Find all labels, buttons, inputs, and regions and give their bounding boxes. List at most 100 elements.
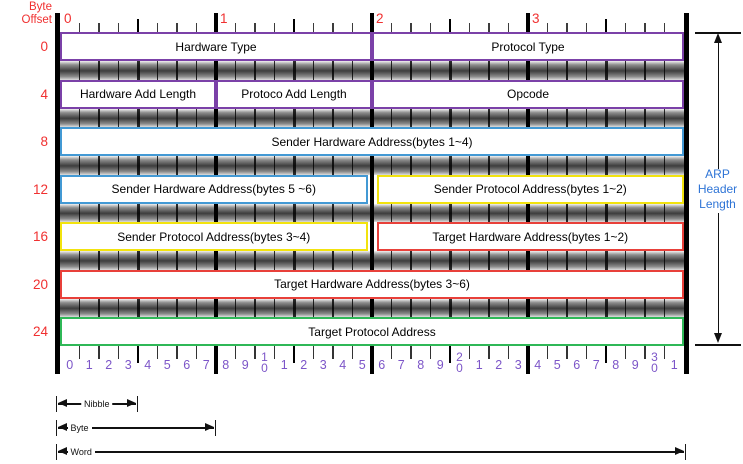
separator-tick bbox=[468, 251, 471, 270]
separator-tick bbox=[488, 108, 490, 127]
bit-number: 9 bbox=[631, 358, 639, 372]
separator-tick bbox=[176, 298, 178, 317]
separator-tick bbox=[312, 61, 315, 80]
separator-tick bbox=[488, 156, 490, 175]
ruler-tick bbox=[507, 23, 510, 32]
byte-number: 3 bbox=[532, 11, 540, 26]
field-cell-sender-protocol-address-bytes-3-4: Sender Protocol Address(bytes 3~4) bbox=[60, 222, 368, 251]
bit-ruler-tick bbox=[292, 346, 296, 363]
bit-number: 5 bbox=[163, 358, 171, 372]
bit-ruler-tick bbox=[644, 346, 646, 359]
bit-ruler-tick bbox=[312, 346, 315, 359]
field-label: Sender Protocol Address(bytes 1~2) bbox=[433, 182, 627, 196]
separator-tick bbox=[624, 108, 627, 127]
bit-number: 8 bbox=[222, 358, 230, 372]
separator-tick bbox=[507, 156, 510, 175]
separator-tick bbox=[546, 251, 549, 270]
bit-ruler-tick bbox=[410, 346, 412, 359]
field-label: Target Hardware Address(bytes 3~6) bbox=[274, 277, 470, 291]
bit-ruler-tick bbox=[488, 346, 490, 359]
arrow-right-icon bbox=[127, 399, 136, 407]
field-cell-hardware-type: Hardware Type bbox=[60, 32, 372, 61]
separator-tick bbox=[234, 156, 237, 175]
ruler-tick bbox=[604, 19, 608, 32]
separator-tick bbox=[78, 61, 81, 80]
separator-tick bbox=[624, 203, 627, 222]
bit-number: 2 bbox=[300, 358, 308, 372]
field-label: Hardware Type bbox=[175, 39, 257, 54]
separator-tick bbox=[566, 156, 568, 175]
bit-number: 7 bbox=[202, 358, 210, 372]
separator-tick bbox=[624, 156, 627, 175]
separator-tick bbox=[390, 156, 393, 175]
separator-tick bbox=[644, 298, 646, 317]
separator-tick bbox=[156, 108, 159, 127]
separator-tick bbox=[234, 108, 237, 127]
arp-label-line: Header bbox=[697, 182, 738, 196]
separator-tick bbox=[468, 108, 471, 127]
separator-tick bbox=[410, 61, 412, 80]
separator-tick bbox=[273, 108, 276, 127]
separator-tick bbox=[507, 203, 510, 222]
byte-boundary-bar bbox=[684, 13, 689, 374]
byte-offset-label: Byte Offset bbox=[2, 1, 52, 27]
separator-tick bbox=[176, 203, 178, 222]
byte-offset-line: Offset bbox=[21, 14, 52, 26]
byte-boundary-bar bbox=[370, 13, 374, 374]
separator-tick bbox=[273, 156, 276, 175]
separator-tick bbox=[254, 298, 256, 317]
separator-tick bbox=[156, 203, 159, 222]
ruler-tick bbox=[254, 23, 256, 32]
separator-tick bbox=[644, 203, 646, 222]
separator-tick bbox=[312, 156, 315, 175]
separator-tick bbox=[312, 203, 315, 222]
separator-tick bbox=[98, 203, 100, 222]
bit-ruler-tick bbox=[273, 346, 276, 359]
separator-tick bbox=[429, 203, 432, 222]
arrow-left-icon bbox=[57, 423, 67, 431]
separator-tick bbox=[429, 156, 432, 175]
bit-ruler-tick bbox=[117, 346, 120, 359]
separator-tick bbox=[351, 203, 354, 222]
separator-tick bbox=[546, 108, 549, 127]
separator-tick bbox=[332, 203, 334, 222]
separator-tick bbox=[117, 61, 120, 80]
ruler-tick bbox=[566, 23, 568, 32]
bit-number: 1 bbox=[280, 358, 288, 372]
separator-tick bbox=[448, 251, 452, 270]
field-label: Opcode bbox=[506, 87, 550, 101]
separator-tick bbox=[332, 251, 334, 270]
separator-tick bbox=[624, 298, 627, 317]
separator-tick bbox=[604, 298, 608, 317]
separator-tick bbox=[604, 156, 608, 175]
separator-tick bbox=[644, 61, 646, 80]
measure-line bbox=[57, 451, 684, 453]
separator-tick bbox=[488, 251, 490, 270]
separator-tick bbox=[468, 156, 471, 175]
byte-number: 1 bbox=[220, 11, 228, 26]
separator-tick bbox=[429, 61, 432, 80]
separator-tick bbox=[644, 251, 646, 270]
ruler-tick bbox=[488, 23, 490, 32]
measure-label: Byte bbox=[67, 421, 92, 435]
separator-tick bbox=[488, 203, 490, 222]
field-cell-target-protocol-address: Target Protocol Address bbox=[60, 317, 684, 346]
bit-number: 30 bbox=[651, 350, 658, 375]
measure-line bbox=[57, 427, 214, 429]
separator-tick bbox=[332, 156, 334, 175]
ruler-tick bbox=[468, 23, 471, 32]
field-label: Sender Protocol Address(bytes 3~4) bbox=[117, 229, 311, 244]
ruler-tick bbox=[98, 23, 100, 32]
separator-tick bbox=[448, 156, 452, 175]
separator-tick bbox=[136, 298, 140, 317]
separator-tick bbox=[195, 156, 198, 175]
byte-number: 2 bbox=[376, 11, 384, 26]
separator-tick bbox=[136, 203, 140, 222]
bit-number: 6 bbox=[183, 358, 191, 372]
ruler-tick bbox=[332, 23, 334, 32]
separator-tick bbox=[195, 203, 198, 222]
field-cell-opcode: Opcode bbox=[372, 79, 684, 109]
bit-ruler-tick bbox=[604, 346, 608, 363]
bit-number: 3 bbox=[514, 358, 522, 372]
separator-tick bbox=[176, 61, 178, 80]
